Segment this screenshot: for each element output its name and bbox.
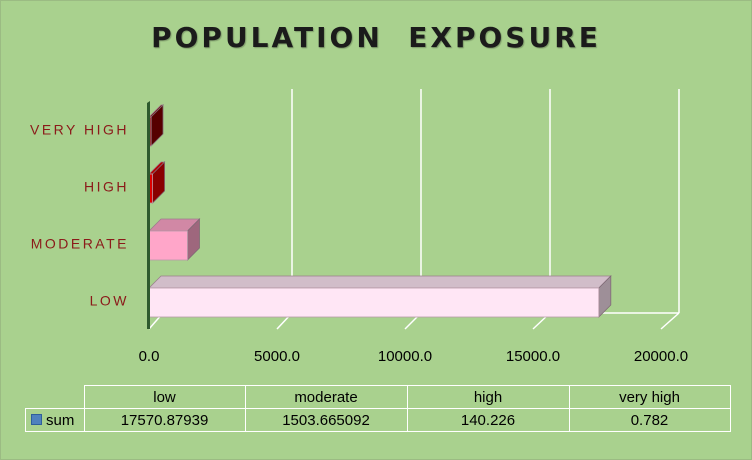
- table-header-row: low moderate high very high: [26, 385, 731, 409]
- x-tick-label: 20000.0: [634, 348, 688, 365]
- category-label: MODERATE: [31, 236, 129, 252]
- category-axis-line: [147, 101, 150, 329]
- x-tick-label: 15000.0: [506, 348, 560, 365]
- category-label: VERY HIGH: [30, 122, 129, 138]
- bar-top-face: [148, 275, 612, 289]
- category-label: LOW: [90, 293, 129, 309]
- x-tick-label: 10000.0: [378, 348, 432, 365]
- table-value-cell: 140.226: [406, 408, 570, 432]
- floor-gridline: [660, 312, 680, 330]
- table-header-cell: moderate: [244, 385, 408, 409]
- table-value-cell: 1503.665092: [244, 408, 408, 432]
- series-name: sum: [46, 411, 75, 429]
- table-header-cell: high: [406, 385, 570, 409]
- chart-title: POPULATION EXPOSURE: [151, 21, 601, 54]
- table-series-cell: sum: [25, 408, 85, 432]
- bar: [148, 230, 188, 261]
- table-row: sum 17570.87939 1503.665092 140.226 0.78…: [25, 408, 731, 432]
- bar-chart-plot: LOW MODERATE HIGH VERY HIGH 0.0 5000.0 10000.0…: [30, 89, 688, 365]
- legend-key-icon: [31, 413, 42, 425]
- table-corner-cell: [26, 386, 85, 409]
- x-tick-label: 5000.0: [254, 348, 300, 365]
- bar: [148, 287, 600, 318]
- x-tick-label: 0.0: [139, 348, 160, 365]
- table-header-cell: low: [83, 385, 246, 409]
- bar-end-face: [150, 104, 164, 147]
- table-value-cell: 0.782: [568, 408, 731, 432]
- table-header-cell: very high: [568, 385, 731, 409]
- table-value-cell: 17570.87939: [83, 408, 246, 432]
- data-table: low moderate high very high sum 17570.87…: [25, 385, 731, 432]
- category-label: HIGH: [84, 179, 129, 195]
